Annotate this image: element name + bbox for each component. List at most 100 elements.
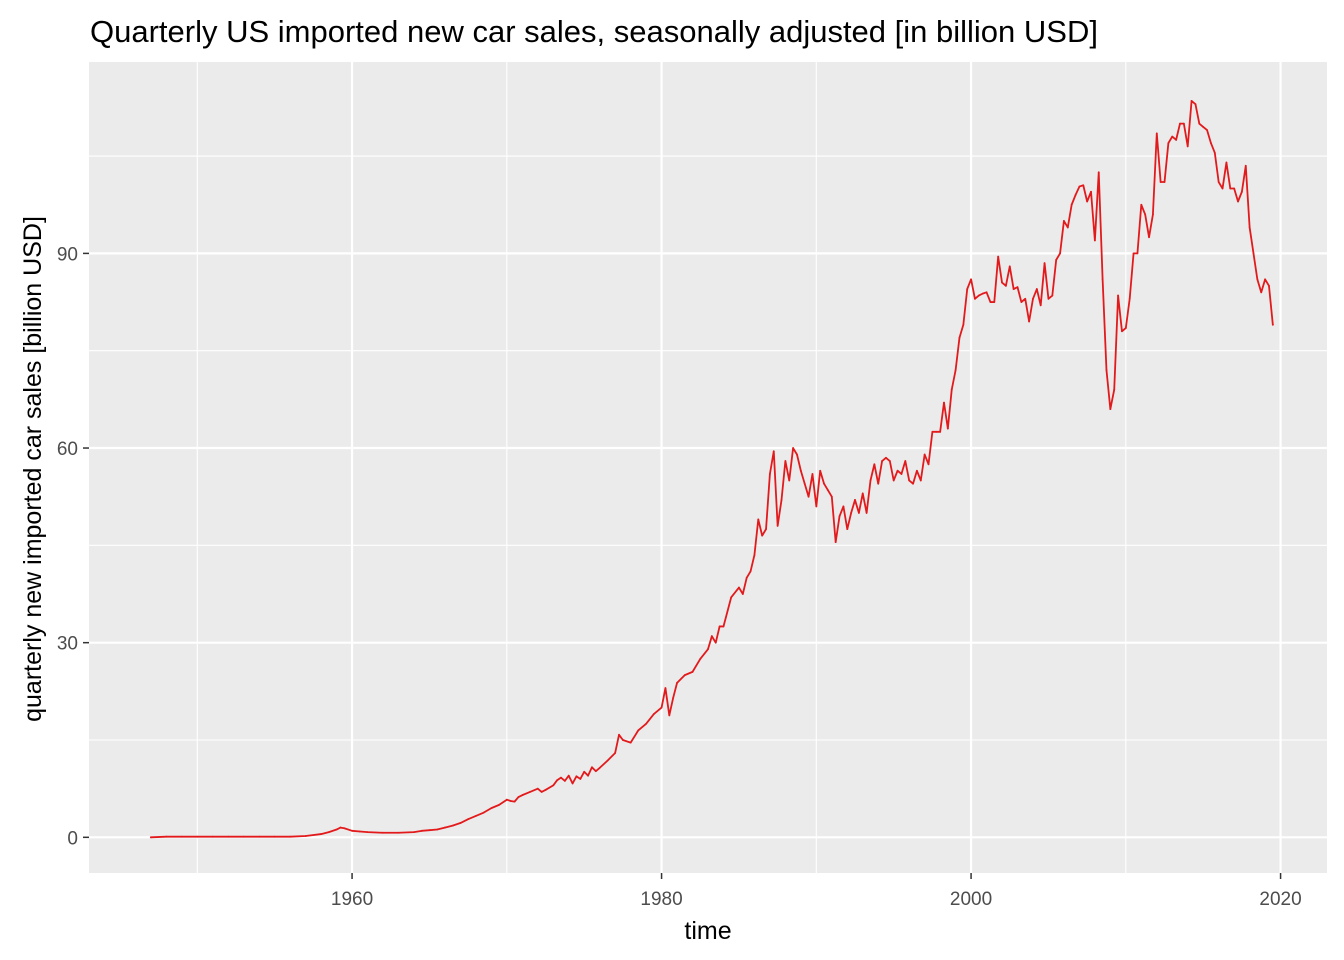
data-point [1078, 185, 1081, 188]
x-tick-label: 2020 [1259, 889, 1301, 910]
data-point [583, 770, 586, 773]
data-point [289, 835, 292, 838]
data-point [772, 450, 775, 453]
data-point [304, 835, 307, 837]
data-point [1159, 181, 1162, 183]
data-point [420, 829, 423, 832]
x-axis-title: time [684, 917, 731, 945]
data-point [211, 835, 214, 838]
data-point [1264, 278, 1266, 281]
data-point [556, 779, 559, 782]
grid-minor [89, 62, 1327, 873]
data-point [1256, 278, 1259, 281]
data-point [1179, 122, 1181, 125]
data-point [885, 456, 887, 459]
data-point [1221, 187, 1224, 190]
data-point [1260, 291, 1263, 294]
data-point [753, 554, 756, 556]
data-point [591, 766, 593, 769]
data-point [854, 499, 856, 501]
data-point [1093, 239, 1096, 242]
data-point [966, 288, 969, 290]
data-point [827, 489, 829, 492]
x-tick-label: 2000 [950, 889, 992, 910]
data-point [1004, 284, 1007, 287]
data-point [1016, 286, 1019, 289]
data-point [1171, 135, 1174, 138]
data-point [560, 776, 562, 779]
data-point [1206, 129, 1208, 132]
data-point [664, 687, 667, 689]
data-point [1155, 132, 1158, 135]
data-point [1090, 190, 1092, 193]
data-point [943, 401, 945, 404]
x-tick-labels: 1960 1980 2000 2020 [331, 889, 1302, 910]
data-point [788, 479, 791, 482]
data-point [587, 774, 589, 777]
data-point [1113, 388, 1116, 391]
data-point [846, 528, 849, 531]
data-point [509, 800, 512, 802]
data-point [1070, 203, 1073, 206]
data-point [1086, 200, 1089, 203]
data-point [981, 292, 984, 295]
data-point [1233, 187, 1236, 190]
data-point [997, 255, 1000, 258]
y-tick-label: 0 [67, 828, 78, 849]
data-point [606, 759, 609, 762]
data-point [892, 479, 895, 482]
data-point [652, 713, 655, 715]
data-point [904, 460, 907, 462]
data-point [563, 779, 566, 782]
data-point [873, 463, 876, 466]
data-point [796, 453, 798, 456]
data-point [927, 463, 930, 466]
data-point [710, 635, 713, 638]
data-point [819, 469, 822, 472]
data-point [749, 570, 752, 573]
data-point [343, 827, 346, 830]
data-point [544, 789, 547, 791]
data-point [575, 775, 578, 778]
y-tick-label: 60 [57, 439, 78, 460]
data-point [618, 733, 620, 736]
data-point [830, 495, 833, 498]
data-point [807, 495, 810, 498]
data-point [1047, 297, 1050, 300]
data-point [397, 831, 400, 834]
data-point [1268, 284, 1270, 287]
data-point [645, 722, 647, 725]
data-point [958, 336, 961, 339]
data-point [1240, 190, 1243, 193]
data-point [842, 505, 845, 508]
data-point [811, 473, 814, 475]
data-point [1074, 194, 1077, 196]
data-point [1213, 151, 1216, 154]
data-point [467, 818, 470, 821]
data-point [382, 831, 384, 834]
data-point [931, 430, 934, 433]
data-point [335, 828, 338, 831]
data-point [923, 453, 926, 456]
data-point [676, 682, 678, 684]
data-point [776, 524, 779, 527]
data-point [273, 835, 276, 838]
data-point [1055, 258, 1058, 261]
data-point [722, 625, 725, 628]
data-point [366, 831, 369, 834]
data-point [1063, 220, 1065, 222]
data-point [513, 800, 516, 803]
data-point [1148, 236, 1150, 239]
x-tick-label: 1960 [331, 889, 373, 910]
data-point [150, 836, 152, 839]
data-point [1167, 142, 1170, 145]
data-point [718, 625, 721, 628]
data-point [413, 831, 415, 834]
data-point [1225, 161, 1228, 164]
data-point [242, 835, 245, 838]
data-point [1039, 304, 1042, 307]
data-point [946, 427, 949, 430]
data-point [1182, 122, 1185, 125]
data-point [339, 826, 342, 829]
series-group [149, 100, 1274, 839]
